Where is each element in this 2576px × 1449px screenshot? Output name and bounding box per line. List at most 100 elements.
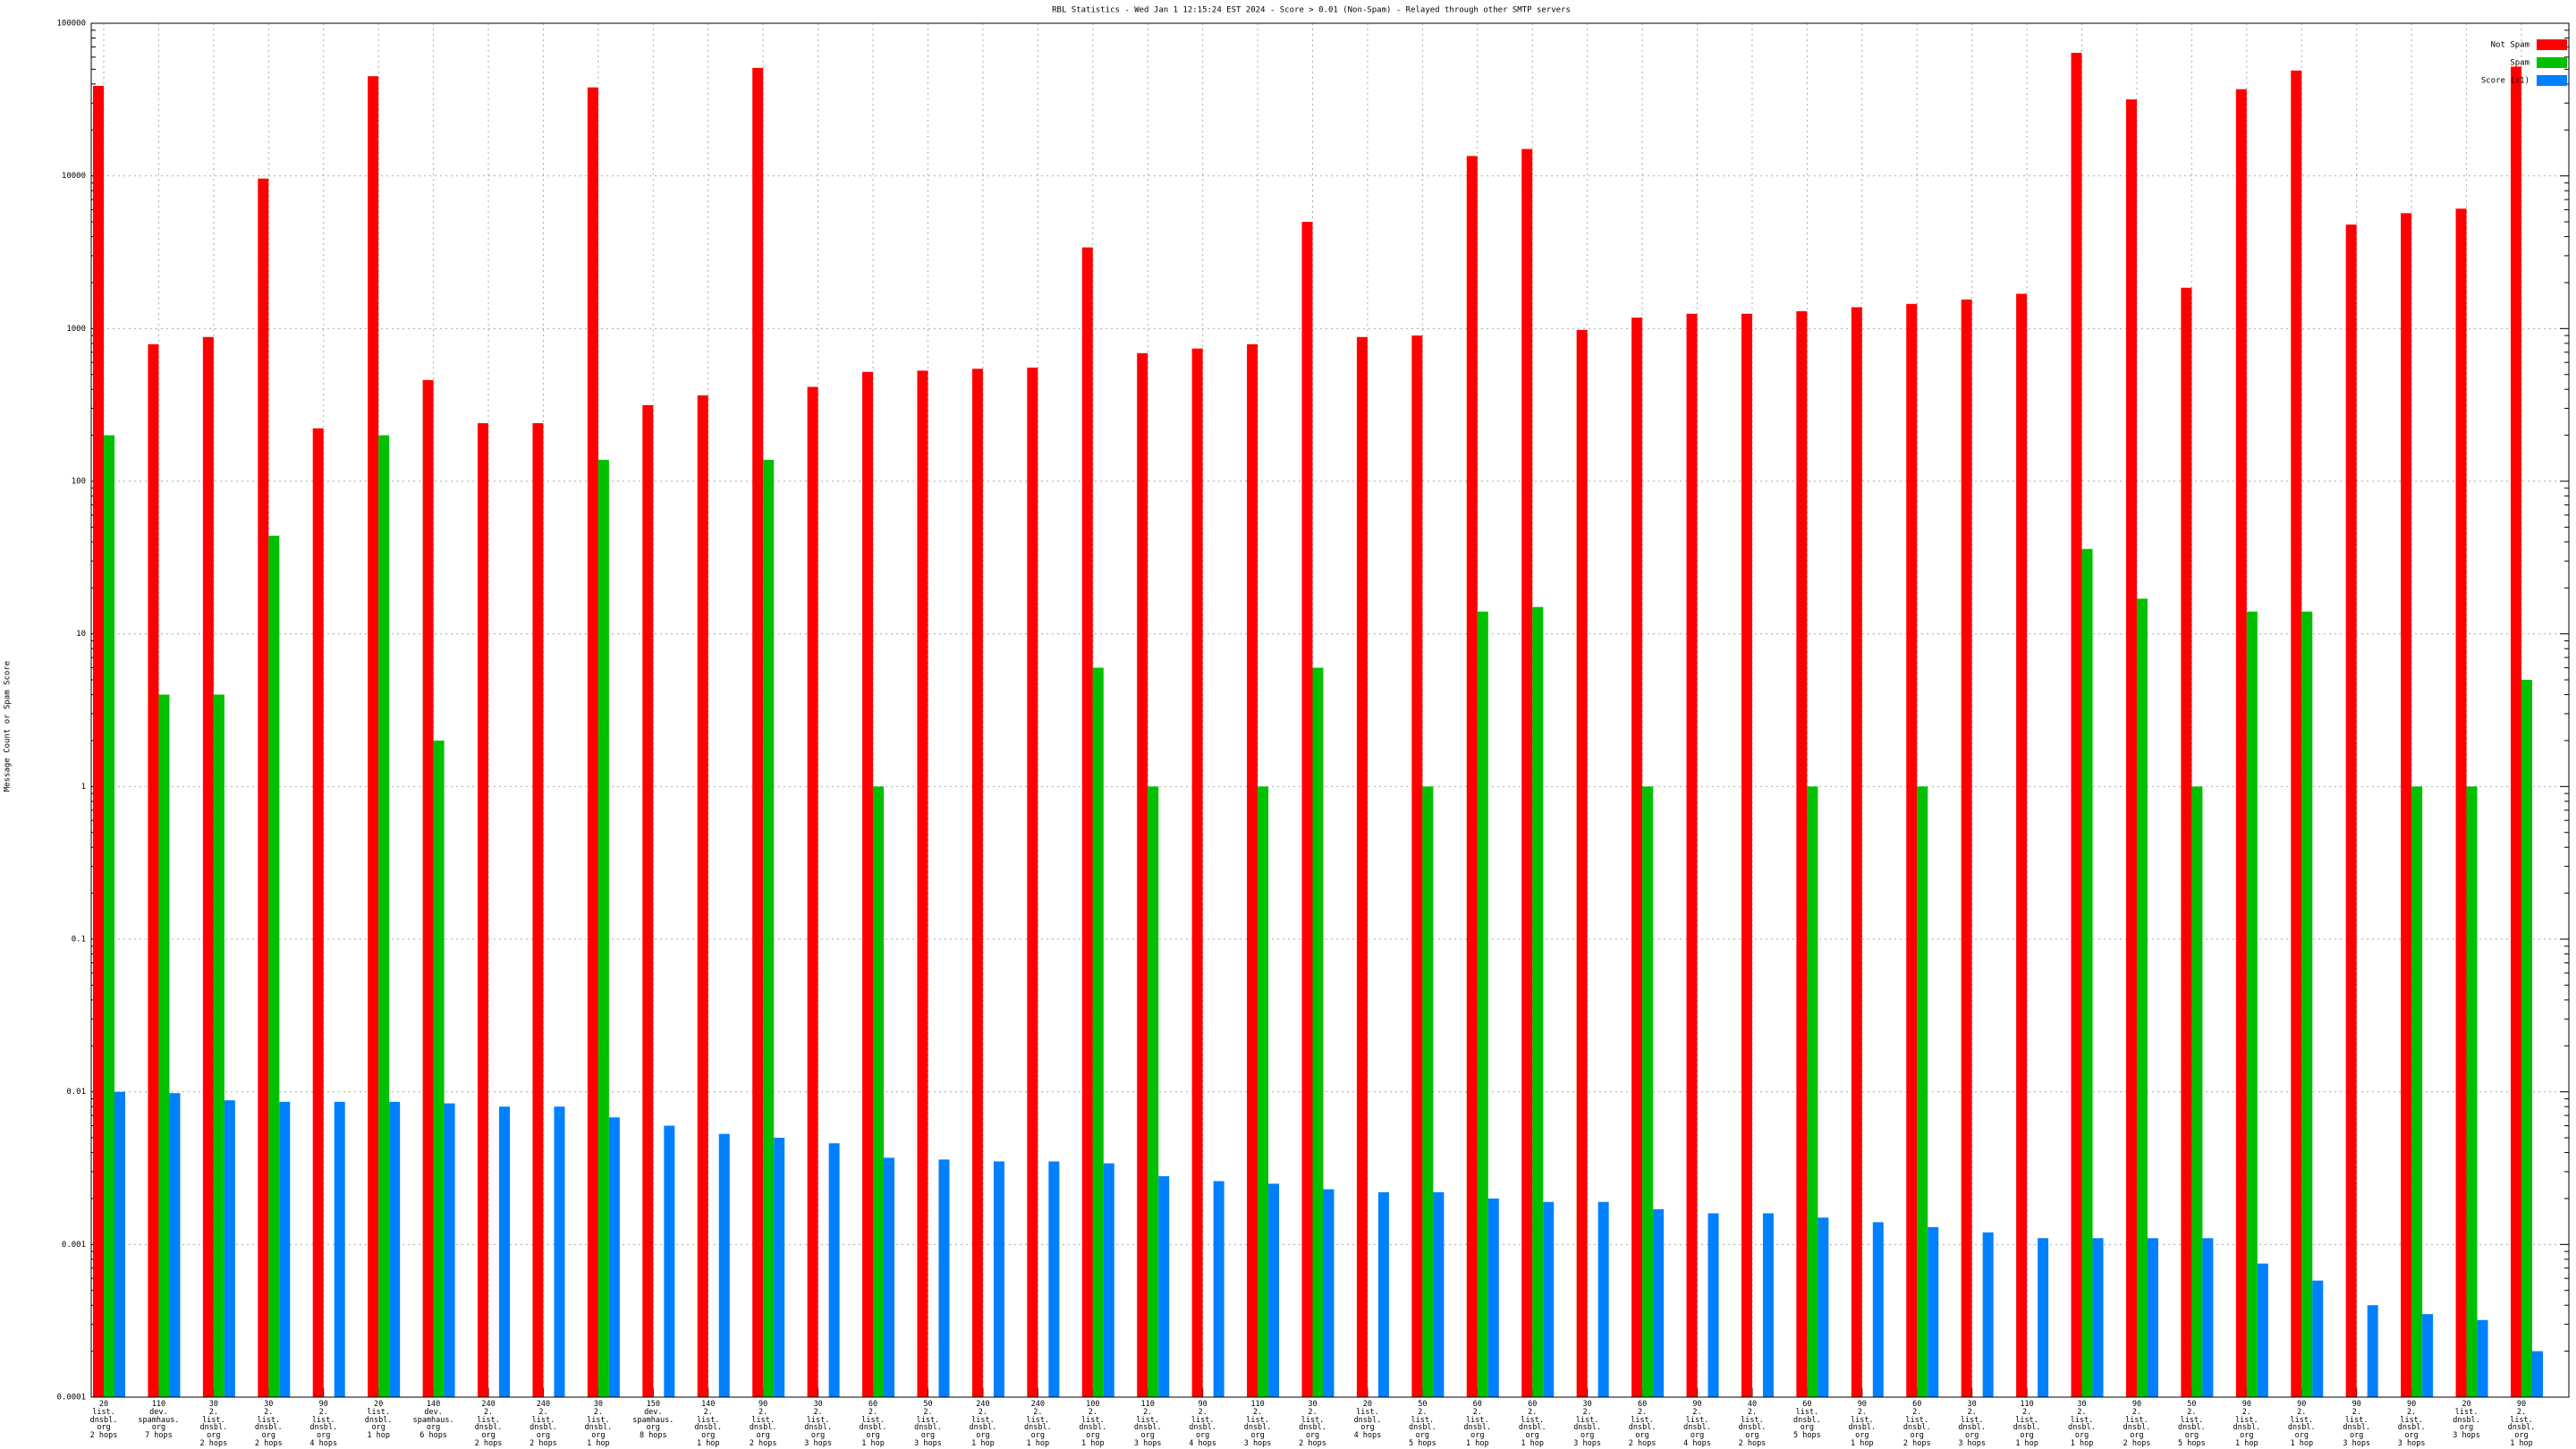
bar bbox=[148, 343, 159, 1398]
bar bbox=[873, 786, 885, 1397]
x-tick-label: 110 2. list. dnsbl. org 3 hops bbox=[1133, 1400, 1162, 1448]
x-tick-label: 30 2. list. dnsbl. org 2 hops bbox=[199, 1400, 228, 1448]
bar bbox=[1631, 318, 1643, 1398]
bar bbox=[752, 67, 764, 1398]
y-tick-label: 100000 bbox=[56, 20, 86, 29]
bar bbox=[1213, 1181, 1224, 1397]
bar bbox=[917, 370, 928, 1397]
bar bbox=[158, 694, 170, 1397]
bar bbox=[1191, 348, 1203, 1397]
x-tick-label: 240 2. list. dnsbl. org 2 hops bbox=[530, 1400, 557, 1448]
bar bbox=[1807, 786, 1818, 1397]
bar bbox=[2235, 89, 2247, 1397]
y-tick-label: 0.0001 bbox=[56, 1394, 86, 1402]
x-tick-label: 60 2. list. dnsbl. org 1 hop bbox=[1518, 1400, 1546, 1448]
x-tick-label: 50 2. list. dnsbl. org 3 hops bbox=[914, 1400, 942, 1448]
bar bbox=[2125, 99, 2137, 1397]
x-tick-label: 60 2. list. dnsbl. org 1 hop bbox=[1463, 1400, 1492, 1448]
plot-frame bbox=[90, 22, 2570, 1398]
x-tick-label: 90 2. list. dnsbl. org 3 hops bbox=[2343, 1400, 2371, 1448]
bar bbox=[884, 1157, 895, 1397]
bar bbox=[1477, 611, 1488, 1397]
bar bbox=[2345, 225, 2357, 1398]
bar bbox=[2455, 208, 2467, 1397]
bar bbox=[774, 1138, 785, 1397]
x-tick-label: 110 2. list. dnsbl. org 1 hop bbox=[2012, 1400, 2041, 1448]
bar bbox=[1323, 1189, 1335, 1397]
x-tick-label: 110 2. list. dnsbl. org 3 hops bbox=[1243, 1400, 1272, 1448]
bar bbox=[2136, 598, 2148, 1397]
y-tick-label: 1000 bbox=[66, 325, 86, 334]
bar bbox=[1532, 606, 1544, 1397]
x-tick-label: 20 list. dnsbl. org 1 hop bbox=[364, 1400, 393, 1441]
bar bbox=[1653, 1209, 1665, 1397]
bar bbox=[93, 85, 104, 1397]
bar bbox=[1048, 1161, 1060, 1397]
bar bbox=[1422, 786, 1434, 1397]
bar bbox=[1268, 1183, 1280, 1397]
y-tick-label: 10000 bbox=[62, 172, 86, 181]
x-tick-label: 20 list. dnsbl. org 2 hops bbox=[89, 1400, 118, 1441]
bar bbox=[422, 379, 434, 1397]
bar bbox=[1762, 1213, 1774, 1397]
bar bbox=[213, 694, 225, 1397]
legend-label: Not Spam bbox=[2491, 41, 2529, 50]
bar bbox=[642, 404, 654, 1398]
bar bbox=[664, 1125, 675, 1397]
bar bbox=[2147, 1238, 2158, 1397]
bar bbox=[2257, 1263, 2268, 1397]
bar bbox=[268, 535, 280, 1397]
bar bbox=[2477, 1319, 2488, 1397]
x-tick-label: 240 2. list. dnsbl. org 1 hop bbox=[969, 1400, 997, 1448]
x-tick-label: 140 2. list. dnsbl. org 1 hop bbox=[694, 1400, 723, 1448]
bar bbox=[2466, 786, 2478, 1397]
x-tick-label: 90 2. list. dnsbl. org 2 hops bbox=[2123, 1400, 2151, 1448]
x-tick-label: 30 2. list. dnsbl. org 3 hops bbox=[804, 1400, 832, 1448]
bar bbox=[1487, 1198, 1499, 1397]
y-tick-label: 0.01 bbox=[66, 1088, 86, 1097]
bar bbox=[2422, 1314, 2434, 1397]
y-tick-label: 0.001 bbox=[62, 1241, 86, 1250]
x-tick-label: 50 2. list. dnsbl. org 5 hops bbox=[2178, 1400, 2206, 1448]
x-tick-label: 240 2. list. dnsbl. org 2 hops bbox=[474, 1400, 503, 1448]
bar bbox=[2411, 786, 2423, 1397]
x-tick-label: 90 2. list. dnsbl. org 4 hops bbox=[309, 1400, 338, 1448]
bar bbox=[114, 1091, 125, 1397]
bar bbox=[1576, 329, 1588, 1397]
bar bbox=[1982, 1232, 1994, 1397]
bar bbox=[1301, 222, 1313, 1397]
bar bbox=[2191, 786, 2203, 1397]
bar bbox=[1092, 667, 1104, 1397]
bar bbox=[2532, 1351, 2543, 1397]
bar bbox=[1917, 786, 1928, 1397]
x-tick-label: 140 dev. spamhaus. org 6 hops bbox=[412, 1400, 454, 1441]
bar bbox=[1312, 667, 1324, 1397]
legend-swatch bbox=[2537, 57, 2567, 68]
x-tick-label: 30 2. list. dnsbl. org 2 hops bbox=[254, 1400, 283, 1448]
bar bbox=[279, 1101, 291, 1397]
bar bbox=[2181, 287, 2192, 1397]
bar bbox=[971, 369, 983, 1397]
bar bbox=[368, 76, 379, 1398]
y-tick-label: 100 bbox=[72, 478, 86, 487]
bar bbox=[1247, 343, 1258, 1398]
bar bbox=[807, 386, 818, 1398]
x-tick-label: 30 2. list. dnsbl. org 1 hop bbox=[2068, 1400, 2096, 1448]
bar bbox=[1872, 1222, 1884, 1397]
x-tick-label: 90 2. list. dnsbl. org 1 hop bbox=[2507, 1400, 2536, 1448]
y-tick-label: 10 bbox=[76, 630, 86, 639]
bar bbox=[389, 1101, 401, 1397]
y-tick-label: 1 bbox=[81, 783, 86, 792]
bar bbox=[763, 460, 775, 1397]
bar bbox=[104, 435, 114, 1397]
bar bbox=[1818, 1217, 1829, 1397]
bar bbox=[828, 1143, 840, 1397]
bar bbox=[378, 435, 390, 1397]
bar bbox=[2038, 1238, 2049, 1397]
bar bbox=[597, 460, 609, 1397]
bar bbox=[1741, 313, 1752, 1397]
bar bbox=[1707, 1213, 1719, 1397]
bar bbox=[1137, 352, 1148, 1397]
bar bbox=[2312, 1280, 2324, 1397]
